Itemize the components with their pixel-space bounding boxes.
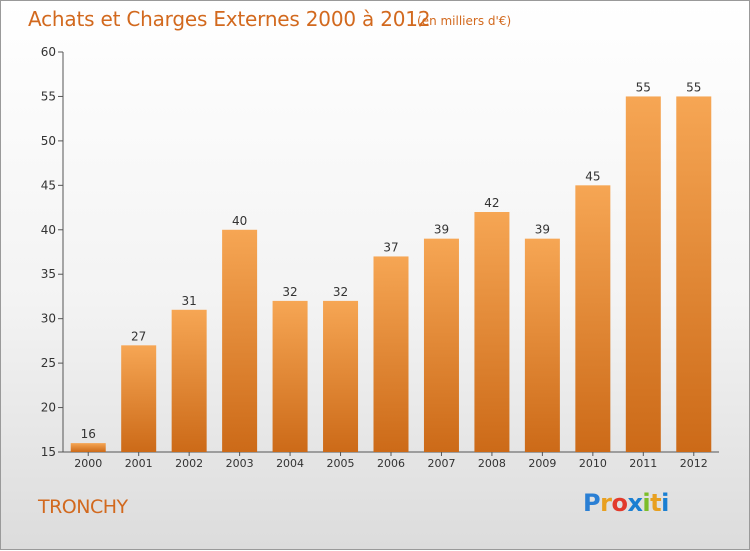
bar bbox=[171, 309, 207, 452]
bar bbox=[373, 256, 409, 452]
y-tick-label: 15 bbox=[41, 445, 56, 459]
x-tick-label: 2010 bbox=[579, 457, 607, 470]
bar bbox=[625, 96, 661, 452]
x-tick-label: 2006 bbox=[377, 457, 405, 470]
x-tick-label: 2011 bbox=[629, 457, 657, 470]
y-tick-label: 35 bbox=[41, 267, 56, 281]
x-tick-label: 2004 bbox=[276, 457, 304, 470]
proxiti-logo: Proxiti bbox=[583, 489, 669, 517]
chart-title: Achats et Charges Externes 2000 à 2012 bbox=[28, 7, 431, 31]
y-tick-label: 60 bbox=[41, 45, 56, 59]
data-label: 27 bbox=[131, 329, 146, 343]
x-tick-label: 2001 bbox=[125, 457, 153, 470]
data-label: 42 bbox=[484, 196, 499, 210]
data-label: 32 bbox=[282, 285, 297, 299]
data-label: 31 bbox=[182, 294, 197, 308]
bar bbox=[575, 185, 611, 453]
y-tick-label: 40 bbox=[41, 223, 56, 237]
bar bbox=[272, 300, 308, 452]
data-label: 39 bbox=[535, 223, 550, 237]
bar bbox=[423, 238, 459, 452]
bars bbox=[70, 96, 712, 453]
axes: 15 20 25 30 35 40 45 50 55 60 2000 2001 2002 2003 2004… bbox=[41, 45, 719, 470]
y-tick-label: 45 bbox=[41, 178, 56, 192]
x-tick-label: 2005 bbox=[327, 457, 355, 470]
commune-name: TRONCHY bbox=[38, 496, 128, 518]
x-tick-label: 2000 bbox=[74, 457, 102, 470]
x-tick-label: 2012 bbox=[680, 457, 708, 470]
bar bbox=[222, 229, 258, 452]
y-tick-label: 20 bbox=[41, 401, 56, 415]
bar bbox=[121, 345, 157, 452]
y-tick-label: 50 bbox=[41, 134, 56, 148]
data-label: 37 bbox=[383, 240, 398, 254]
y-tick-label: 30 bbox=[41, 312, 56, 326]
y-tick-label: 55 bbox=[41, 89, 56, 103]
data-labels: 16 27 31 40 32 32 37 39 42 39 45 55 55 bbox=[81, 80, 702, 441]
data-label: 55 bbox=[686, 80, 701, 94]
x-tick-label: 2009 bbox=[528, 457, 556, 470]
y-tick-label: 25 bbox=[41, 356, 56, 370]
data-label: 45 bbox=[585, 169, 600, 183]
bar bbox=[323, 300, 359, 452]
data-label: 40 bbox=[232, 214, 247, 228]
x-tick-label: 2003 bbox=[226, 457, 254, 470]
x-tick-label: 2008 bbox=[478, 457, 506, 470]
bar bbox=[524, 238, 560, 452]
data-label: 16 bbox=[81, 427, 96, 441]
data-label: 32 bbox=[333, 285, 348, 299]
bar bbox=[70, 443, 106, 452]
bar bbox=[474, 212, 510, 452]
data-label: 39 bbox=[434, 223, 449, 237]
data-label: 55 bbox=[636, 80, 651, 94]
bar bbox=[676, 96, 712, 452]
chart-subtitle: (en milliers d'€) bbox=[417, 14, 512, 28]
x-tick-label: 2002 bbox=[175, 457, 203, 470]
x-tick-label: 2007 bbox=[427, 457, 455, 470]
